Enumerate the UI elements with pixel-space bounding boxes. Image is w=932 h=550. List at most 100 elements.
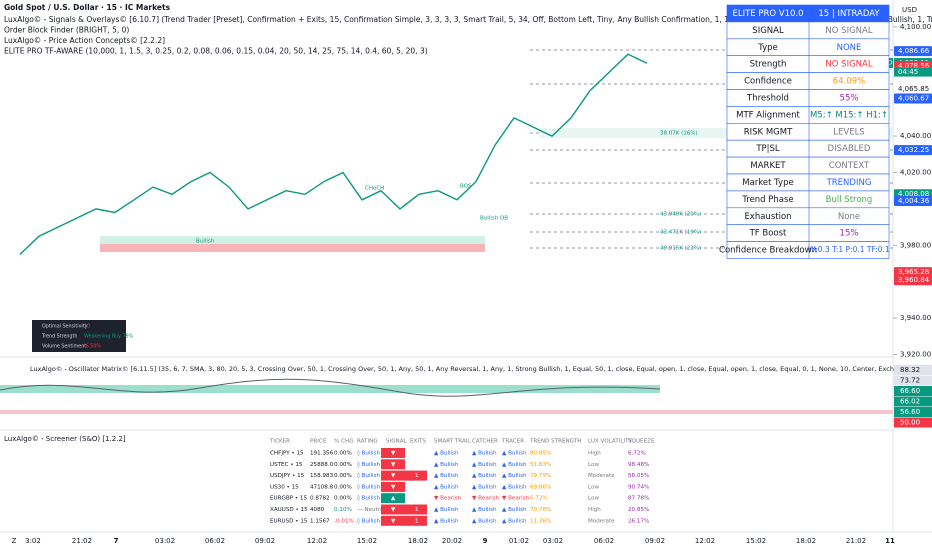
screener-cell: High [588, 451, 601, 457]
screener-cell: ◊ Bullish [357, 461, 381, 468]
price-badge-label: 4,032.25 [898, 146, 929, 154]
x-tick-label: 18:02 [408, 537, 428, 545]
y-tick-label: 3,980.00 [900, 241, 931, 249]
x-tick-label: 21:02 [846, 537, 866, 545]
level-label: Bullish [196, 239, 215, 245]
screener-header: LUX VOLATILITY [588, 439, 633, 445]
table-value: DISABLED [828, 144, 871, 154]
screener-cell: 1 [415, 473, 419, 479]
level-label: 38.07K (16%) [660, 131, 698, 137]
oscillator-title: LuxAlgo© - Oscillator Matrix© [6.11.5] (… [30, 365, 932, 373]
screener-cell: 98.48% [628, 462, 649, 468]
screener-cell: ▲ Bullish [472, 507, 497, 513]
level-label: 43.949K (20%) [660, 212, 701, 218]
screener-cell: ▲ Bullish [472, 462, 497, 468]
x-tick-label: 3:02 [25, 537, 41, 545]
table-value: Bull Strong [826, 195, 873, 205]
screener-cell: 87.78% [628, 496, 649, 502]
y-tick-label: 4,040.00 [900, 132, 931, 140]
level-label: 49.915K (22%) [660, 246, 701, 252]
screener-cell: — Neutral [357, 507, 385, 513]
screener-cell: 1.1567 [310, 518, 330, 524]
screener-cell: EURUSD • 15 [270, 518, 308, 524]
screener-cell: 4080 [310, 507, 325, 513]
price-badge [894, 46, 932, 57]
screener-cell: ▼ [391, 462, 396, 468]
table-label: ELITE PRO V10.0 [732, 9, 803, 19]
screener-cell: ▲ [391, 496, 396, 502]
price-badge-label: 3,965.28 [898, 268, 929, 276]
signal-cell [381, 448, 405, 458]
screener-cell: 69.86% [530, 484, 551, 490]
osc-badge [894, 407, 932, 417]
screener-cell: USDJPY • 15 [270, 473, 305, 479]
price-badge-label: 4,060.67 [898, 94, 929, 102]
table-label: MARKET [750, 161, 786, 171]
price-badge [894, 267, 932, 278]
screener-cell: 0.00% [334, 451, 352, 457]
price-badge [894, 195, 932, 206]
table-row [726, 241, 890, 259]
screener-cell: ▲ Bullish [502, 462, 527, 468]
table-value: 15 | INTRADAY [818, 9, 880, 19]
screener-cell: 70.78% [530, 507, 551, 513]
table-label: Strength [750, 60, 787, 70]
table-label: Trend Phase [741, 195, 793, 205]
screener-cell: 26.17% [628, 518, 649, 524]
osc-badge-label: 73.72 [900, 377, 920, 385]
screener-cell: ▼ [391, 507, 396, 513]
screener-cell: ▼ [391, 451, 396, 457]
screener-cell: ▼ [391, 473, 396, 479]
screener-header: CATCHER [472, 439, 498, 445]
x-tick-label: 15:02 [746, 537, 766, 545]
screener-cell: ◊ Bullish [357, 450, 381, 457]
x-tick-label: 09:02 [255, 537, 275, 545]
table-value: M5:↑ M15:↑ H1:↑ [810, 110, 888, 120]
screener-cell: 11.36% [530, 518, 551, 524]
osc-badge-label: 88.32 [900, 366, 920, 374]
indicator-line: ELITE PRO TF-AWARE (10,000, 1, 1.5, 3, 0… [4, 47, 428, 56]
y-tick-label: 4,100.00 [900, 23, 931, 31]
screener-cell: ▲ Bullish [434, 518, 459, 524]
table-value: NO SIGNAL [825, 26, 872, 36]
screener-cell: ▲ Bullish [434, 507, 459, 513]
x-tick-label: 09:02 [645, 537, 665, 545]
info-label: Trend Strength [41, 334, 77, 340]
screener-cell: ▼ Bearish [502, 496, 530, 502]
screener-header: TRACER [501, 439, 524, 445]
screener-cell: ▲ Bullish [434, 451, 459, 457]
screener-cell: Low [588, 484, 599, 490]
signal-cell [381, 515, 405, 526]
countdown-box [894, 67, 932, 77]
screener-cell: 0.00% [334, 484, 352, 490]
zone [540, 128, 893, 138]
screener-cell: Low [588, 496, 599, 502]
signal-cell [381, 481, 405, 492]
osc-badge-label: 66.02 [900, 398, 920, 406]
screener-cell: USTEC • 15 [270, 462, 303, 468]
screener-cell: 6.72% [530, 496, 548, 502]
level-label: Bullish OB [480, 216, 508, 222]
table-label: TF Boost [749, 229, 787, 239]
price-badge [894, 84, 932, 95]
screener-cell: Moderate [588, 518, 615, 524]
table-value: NONE [837, 43, 862, 53]
screener-header: SIGNAL [386, 439, 408, 445]
x-tick-label: 06:02 [205, 537, 225, 545]
screener-cell: 0.00% [334, 462, 352, 468]
screener-cell: ▲ Bullish [434, 473, 459, 479]
osc-badge [894, 396, 932, 407]
info-label: Optimal Sensitivity [42, 324, 88, 330]
info-value: 10 [84, 324, 90, 330]
price-line [19, 53, 648, 255]
table-label: SIGNAL [752, 26, 784, 36]
table-value: None [838, 212, 860, 222]
screener-header: SMART TRAIL [434, 439, 471, 445]
level-label: BOS [460, 184, 472, 190]
countdown: 04:45 [898, 68, 918, 76]
screener-cell: Low [588, 462, 599, 468]
signal-cell [381, 459, 405, 470]
screener-cell: 58.05% [628, 473, 649, 479]
y-tick-label: 3,920.00 [900, 351, 931, 359]
